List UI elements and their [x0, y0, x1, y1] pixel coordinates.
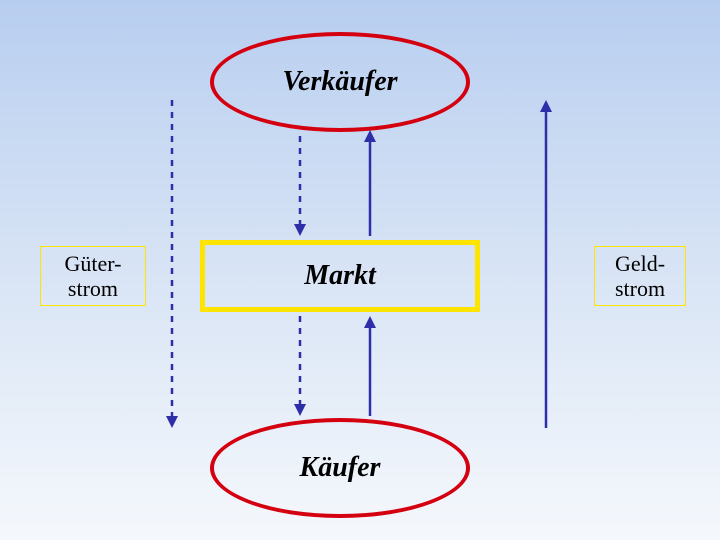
money-flow-label-box: Geld-strom: [594, 246, 686, 306]
goods-flow-arrow-head: [166, 416, 178, 428]
goods-flow-label: Güter-strom: [65, 251, 122, 302]
market-label: Markt: [304, 260, 376, 292]
market-to-buyer-dashed-head: [294, 404, 306, 416]
seller-node: Verkäufer: [210, 32, 470, 132]
buyer-to-market-solid-head: [364, 316, 376, 328]
seller-label: Verkäufer: [282, 66, 397, 98]
goods-flow-label-box: Güter-strom: [40, 246, 146, 306]
buyer-label: Käufer: [300, 452, 381, 484]
money-flow-label: Geld-strom: [615, 251, 665, 302]
seller-to-market-dashed-head: [294, 224, 306, 236]
buyer-node: Käufer: [210, 418, 470, 518]
money-flow-arrow-head: [540, 100, 552, 112]
market-to-seller-solid-head: [364, 130, 376, 142]
diagram-stage: Verkäufer Markt Käufer Güter-strom Geld-…: [0, 0, 720, 540]
market-node: Markt: [200, 240, 480, 312]
